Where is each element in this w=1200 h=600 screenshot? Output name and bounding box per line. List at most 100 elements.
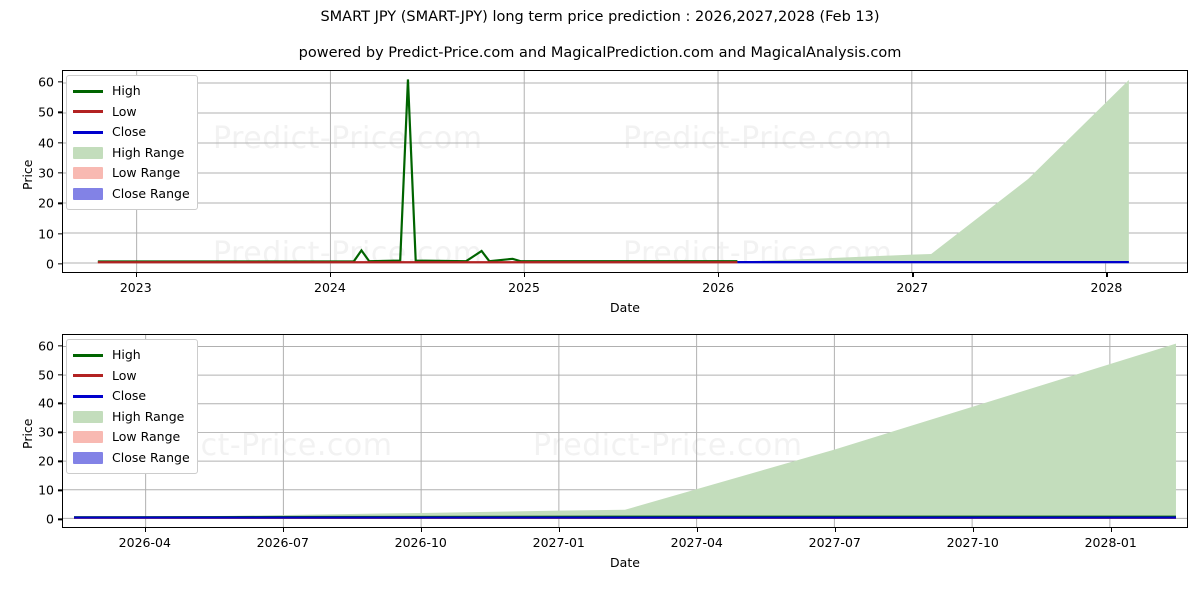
legend-label: High bbox=[112, 83, 141, 98]
y-tick-mark bbox=[58, 489, 62, 491]
y-axis-title-bottom: Price bbox=[20, 418, 35, 450]
plot-canvas-top bbox=[63, 71, 1187, 272]
legend-item: Low Range bbox=[73, 163, 190, 184]
x-tick-label: 2027-04 bbox=[670, 535, 723, 550]
y-tick-mark bbox=[58, 232, 62, 235]
y-tick-label: 50 bbox=[38, 367, 54, 383]
y-tick-label: 10 bbox=[38, 226, 54, 242]
y-tick-mark bbox=[58, 373, 62, 376]
y-tick-label: 0 bbox=[46, 256, 54, 272]
legend-label: Low bbox=[112, 103, 137, 119]
y-tick-label: 30 bbox=[38, 165, 54, 181]
x-tick-mark bbox=[972, 528, 975, 532]
plot-area-top: Predict-Price.com Predict-Price.com Predic… bbox=[62, 70, 1188, 273]
x-tick-mark bbox=[558, 528, 561, 532]
x-tick-mark bbox=[718, 273, 720, 277]
x-tick-label: 2028-01 bbox=[1084, 535, 1137, 550]
legend-label: Close bbox=[112, 124, 147, 139]
legend-item: High bbox=[73, 345, 190, 366]
y-tick-label: 60 bbox=[38, 338, 54, 354]
chart-panel-top: Predict-Price.com Predict-Price.com Predic… bbox=[0, 62, 1200, 320]
band-area bbox=[74, 343, 1176, 519]
y-tick-mark bbox=[58, 202, 62, 204]
y-tick-label: 50 bbox=[38, 104, 54, 120]
y-tick-label: 40 bbox=[38, 395, 54, 411]
legend-swatch-icon bbox=[73, 410, 103, 423]
page-subtitle: powered by Predict-Price.com and Magical… bbox=[298, 45, 902, 61]
legend-swatch-icon bbox=[73, 89, 103, 93]
legend-label: Low bbox=[112, 367, 137, 383]
page-title: SMART JPY (SMART-JPY) long term price pr… bbox=[320, 9, 880, 25]
x-axis-title-bottom: Date bbox=[610, 555, 640, 570]
x-tick-label: 2027 bbox=[896, 280, 929, 295]
x-tick-mark bbox=[834, 528, 837, 532]
legend-swatch-icon bbox=[73, 353, 103, 357]
legend-item: High bbox=[73, 81, 190, 102]
y-tick-label: 20 bbox=[38, 453, 54, 469]
x-tick-mark bbox=[1110, 528, 1113, 532]
legend-label: Close Range bbox=[112, 185, 190, 201]
x-tick-label: 2027-10 bbox=[946, 535, 999, 550]
legend-label: Low Range bbox=[112, 429, 181, 444]
legend-swatch-icon bbox=[73, 167, 103, 180]
x-tick-label: 2028 bbox=[1090, 280, 1123, 295]
y-tick-mark bbox=[58, 431, 62, 434]
x-tick-label: 2025 bbox=[508, 280, 540, 295]
y-tick-label: 60 bbox=[38, 74, 54, 90]
x-axis-title-top: Date bbox=[610, 300, 640, 315]
legend-item: Low bbox=[73, 102, 190, 123]
x-tick-label: 2027-07 bbox=[808, 535, 861, 550]
legend-item: Close Range bbox=[73, 448, 190, 469]
legend-swatch-icon bbox=[73, 130, 103, 134]
legend-item: Low Range bbox=[73, 427, 190, 448]
x-tick-mark bbox=[282, 528, 285, 532]
legend-swatch-icon bbox=[73, 394, 103, 398]
legend-label: Close Range bbox=[112, 449, 190, 465]
x-tick-label: 2026-10 bbox=[394, 535, 447, 550]
x-tick-label: 2023 bbox=[119, 280, 152, 295]
y-tick-mark bbox=[58, 518, 62, 520]
legend-label: Low Range bbox=[112, 165, 181, 180]
y-tick-label: 40 bbox=[38, 135, 54, 151]
y-tick-label: 10 bbox=[38, 482, 54, 498]
y-tick-mark bbox=[58, 460, 62, 463]
x-tick-label: 2026 bbox=[702, 280, 735, 295]
y-tick-mark bbox=[58, 111, 62, 114]
y-tick-mark bbox=[58, 142, 62, 144]
legend-label: Close bbox=[112, 388, 147, 403]
x-tick-mark bbox=[420, 528, 423, 532]
legend-swatch-icon bbox=[73, 187, 103, 200]
x-tick-mark bbox=[696, 528, 699, 532]
legend-swatch-icon bbox=[73, 431, 103, 444]
legend-swatch-icon bbox=[73, 146, 103, 159]
band-area bbox=[737, 80, 1129, 263]
legend-item: High Range bbox=[73, 407, 190, 428]
legend-item: Close Range bbox=[73, 184, 190, 205]
x-tick-label: 2026-04 bbox=[118, 535, 171, 550]
legend-label: High bbox=[112, 347, 141, 362]
x-tick-mark bbox=[1106, 273, 1108, 277]
legend-swatch-icon bbox=[73, 451, 103, 464]
x-tick-mark bbox=[135, 273, 138, 277]
y-tick-label: 30 bbox=[38, 424, 54, 440]
x-tick-mark bbox=[524, 273, 526, 277]
legend-item: Close bbox=[73, 122, 190, 143]
x-tick-mark bbox=[144, 528, 147, 532]
x-tick-mark bbox=[329, 273, 332, 277]
y-tick-label: 20 bbox=[38, 195, 54, 211]
x-tick-label: 2027-01 bbox=[532, 535, 585, 550]
legend-swatch-icon bbox=[73, 374, 103, 378]
legend-item: High Range bbox=[73, 143, 190, 164]
x-tick-label: 2026-07 bbox=[256, 535, 309, 550]
x-tick-mark bbox=[912, 273, 914, 277]
legend-label: High Range bbox=[112, 408, 185, 424]
plot-canvas-bottom bbox=[63, 335, 1187, 527]
legend-item: Close bbox=[73, 386, 190, 407]
y-tick-mark bbox=[58, 402, 62, 405]
legend-item: Low bbox=[73, 366, 190, 387]
y-tick-mark bbox=[58, 263, 62, 265]
y-axis-title-top: Price bbox=[20, 159, 35, 190]
legend-swatch-icon bbox=[73, 110, 103, 114]
legend-label: High Range bbox=[112, 144, 185, 160]
